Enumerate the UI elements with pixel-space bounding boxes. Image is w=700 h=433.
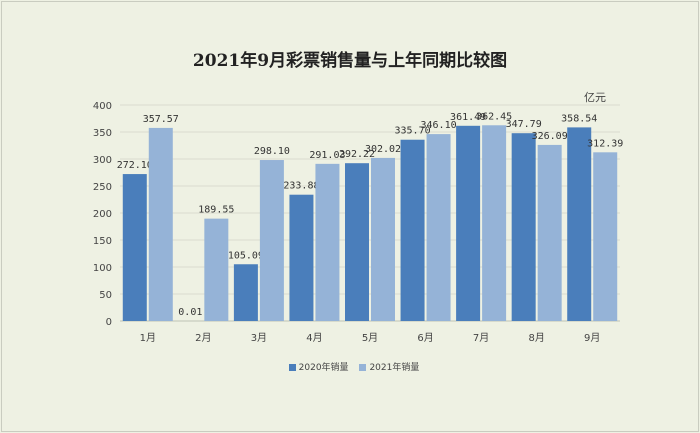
bar-2020 [567, 127, 592, 321]
bar-2020 [122, 174, 147, 321]
bar-2021 [426, 134, 451, 321]
y-tick-label: 400 [93, 101, 112, 112]
data-label: 272.10 [117, 160, 153, 171]
legend: 2020年销量 2021年销量 [0, 360, 700, 373]
bar-2020 [400, 139, 425, 321]
data-label: 346.10 [420, 120, 456, 131]
bar-2020 [289, 194, 314, 321]
bar-2020 [456, 125, 481, 321]
bar-2021 [204, 218, 229, 321]
bar-2021 [315, 163, 340, 321]
x-tick-label: 5月 [362, 332, 378, 344]
x-tick-label: 7月 [473, 332, 489, 344]
data-label: 312.39 [587, 138, 623, 149]
bar-2021 [259, 160, 284, 321]
x-tick-label: 1月 [140, 332, 156, 344]
x-tick-label: 6月 [417, 332, 433, 344]
bar-2021 [482, 125, 507, 321]
data-label: 302.02 [365, 144, 401, 155]
data-label: 298.10 [254, 146, 290, 157]
legend-label-2020: 2020年销量 [298, 363, 349, 373]
chart-title: 2021年9月彩票销售量与上年同期比较图 [192, 51, 508, 71]
x-tick-label: 4月 [306, 332, 322, 344]
data-label: 292.22 [339, 149, 375, 160]
data-label: 189.55 [198, 205, 234, 216]
bar-2020 [233, 264, 258, 321]
data-label: 361.49 [450, 112, 486, 123]
bar-2020 [511, 133, 536, 321]
data-label: 326.09 [532, 131, 568, 142]
data-label: 233.88 [283, 181, 319, 192]
y-tick-label: 150 [93, 236, 112, 247]
bar-2021 [371, 157, 395, 321]
x-tick-label: 8月 [528, 332, 544, 344]
unit-label: 亿元 [584, 91, 606, 104]
data-label: 357.57 [143, 114, 179, 125]
x-tick-label: 2月 [195, 332, 211, 344]
legend-swatch-2020 [288, 364, 296, 371]
y-tick-label: 200 [93, 209, 112, 220]
x-tick-label: 3月 [251, 332, 267, 344]
bar-2021 [148, 127, 173, 321]
bar-2021 [537, 144, 562, 321]
bar-2021 [593, 152, 618, 321]
legend-label-2021: 2021年销量 [369, 363, 420, 373]
y-tick-label: 350 [93, 128, 112, 139]
data-label: 0.01 [178, 307, 202, 318]
data-label: 291.03 [309, 150, 345, 161]
y-tick-label: 100 [93, 263, 112, 274]
legend-swatch-2021 [359, 364, 367, 371]
y-tick-label: 50 [99, 290, 112, 301]
data-label: 358.54 [561, 113, 597, 124]
data-label: 335.70 [394, 126, 430, 137]
data-label: 362.45 [476, 111, 512, 122]
bar-2020 [345, 163, 369, 321]
y-tick-label: 250 [93, 182, 112, 193]
data-label: 347.79 [506, 119, 542, 130]
x-tick-label: 9月 [584, 332, 600, 344]
y-tick-label: 0 [106, 317, 112, 328]
data-label: 105.09 [228, 250, 264, 261]
y-tick-label: 300 [93, 155, 112, 166]
